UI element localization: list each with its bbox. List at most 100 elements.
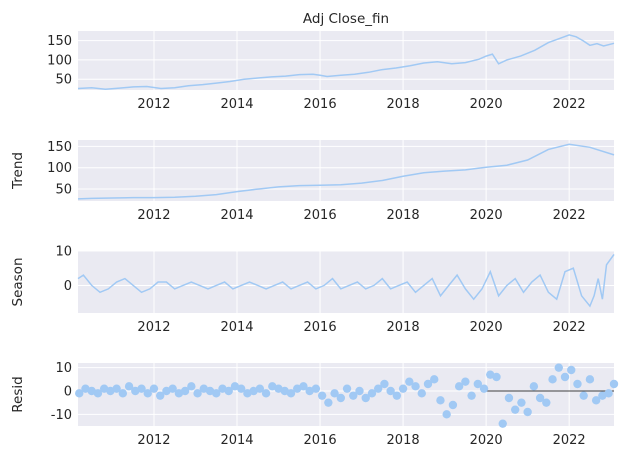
plot-area-observed — [78, 31, 614, 90]
resid-point — [118, 389, 128, 398]
x-tick-label: 2020 — [470, 208, 503, 223]
resid-point — [560, 372, 570, 382]
panel-resid: 2012 2014 2016 2018 2020 2022 -10 0 10 Resid — [10, 361, 619, 448]
y-tick-label: 50 — [55, 183, 72, 198]
x-tick-label: 2012 — [137, 208, 170, 223]
plot-area-trend — [78, 140, 614, 201]
x-tick-label: 2014 — [220, 433, 253, 448]
x-tick-label: 2012 — [137, 97, 170, 112]
panel-trend: 2012 2014 2016 2018 2020 2022 50 100 150 Trend — [10, 140, 615, 223]
resid-point — [212, 389, 221, 398]
y-tick-label: -10 — [51, 408, 72, 423]
x-tick-label: 2020 — [470, 320, 503, 335]
resid-point — [417, 389, 426, 398]
resid-point — [398, 384, 408, 393]
resid-point — [585, 375, 595, 384]
y-tick-label: 10 — [55, 361, 72, 376]
resid-point — [423, 379, 433, 389]
y-tick-label: 50 — [55, 73, 72, 88]
y-tick-label: 100 — [47, 161, 72, 176]
resid-point — [529, 382, 539, 391]
resid-point — [342, 384, 352, 393]
resid-point — [554, 363, 563, 372]
resid-point — [311, 384, 321, 393]
resid-point — [479, 384, 489, 393]
trend-series-line — [77, 143, 615, 200]
resid-point — [93, 389, 103, 398]
resid-point — [137, 384, 146, 393]
x-tick-label: 2018 — [387, 97, 420, 112]
resid-point — [261, 389, 271, 398]
x-tick-label: 2018 — [387, 433, 420, 448]
y-tick-label: 100 — [47, 53, 72, 68]
resid-point — [473, 379, 483, 389]
resid-point — [498, 419, 507, 428]
resid-point — [442, 410, 451, 419]
x-tick-label: 2016 — [304, 208, 337, 223]
resid-point — [579, 391, 588, 400]
x-tick-label: 2022 — [553, 208, 586, 223]
resid-point — [467, 391, 476, 400]
y-tick-label: 150 — [47, 34, 72, 49]
resid-point — [436, 396, 445, 405]
x-tick-label: 2016 — [304, 97, 337, 112]
resid-point — [149, 384, 159, 393]
resid-point — [193, 389, 202, 398]
resid-point — [286, 389, 296, 398]
x-tick-label: 2022 — [553, 433, 586, 448]
resid-point — [591, 396, 601, 405]
resid-point — [542, 398, 551, 407]
x-tick-label: 2018 — [387, 208, 420, 223]
resid-point — [492, 372, 501, 382]
resid-point — [609, 379, 619, 389]
resid-point — [124, 382, 134, 391]
resid-point — [405, 377, 414, 386]
resid-point — [355, 386, 364, 396]
x-tick-label: 2020 — [470, 97, 503, 112]
y-tick-label: 10 — [55, 245, 72, 260]
x-tick-label: 2022 — [553, 320, 586, 335]
resid-point — [373, 384, 383, 393]
resid-point — [143, 389, 152, 398]
resid-point — [75, 389, 84, 398]
resid-point — [168, 384, 177, 393]
resid-point — [330, 389, 339, 398]
resid-axis-label: Resid — [10, 376, 26, 412]
resid-point — [461, 377, 470, 386]
resid-point — [361, 393, 370, 403]
resid-point — [386, 386, 395, 396]
resid-point — [367, 389, 377, 398]
resid-point — [187, 382, 196, 391]
resid-point — [567, 365, 576, 375]
resid-point — [535, 393, 545, 403]
resid-point — [448, 400, 458, 410]
chart-title: Adj Close_fin — [303, 11, 389, 27]
resid-point — [504, 393, 514, 403]
resid-point — [523, 407, 532, 417]
x-tick-label: 2014 — [220, 208, 253, 223]
panel-season: 2012 2014 2016 2018 2020 2022 0 10 Season — [10, 245, 615, 335]
resid-point — [454, 382, 464, 391]
resid-point — [517, 398, 526, 407]
x-tick-label: 2014 — [220, 97, 253, 112]
y-tick-label: 0 — [64, 279, 72, 294]
season-series-line — [77, 253, 615, 308]
observed-series-line — [77, 34, 615, 90]
resid-point — [224, 386, 233, 396]
x-tick-label: 2016 — [304, 320, 337, 335]
resid-point — [299, 382, 308, 391]
resid-point — [548, 375, 557, 384]
x-tick-label: 2016 — [304, 433, 337, 448]
resid-point — [324, 398, 333, 407]
y-tick-label: 150 — [47, 140, 72, 155]
x-tick-label: 2012 — [137, 433, 170, 448]
resid-point — [349, 391, 358, 400]
resid-point — [317, 391, 327, 400]
resid-point — [236, 384, 246, 393]
x-tick-label: 2022 — [553, 97, 586, 112]
panel-observed: 2012 2014 2016 2018 2020 2022 50 100 150 — [47, 31, 615, 112]
trend-axis-label: Trend — [10, 152, 26, 190]
resid-point — [380, 379, 389, 389]
